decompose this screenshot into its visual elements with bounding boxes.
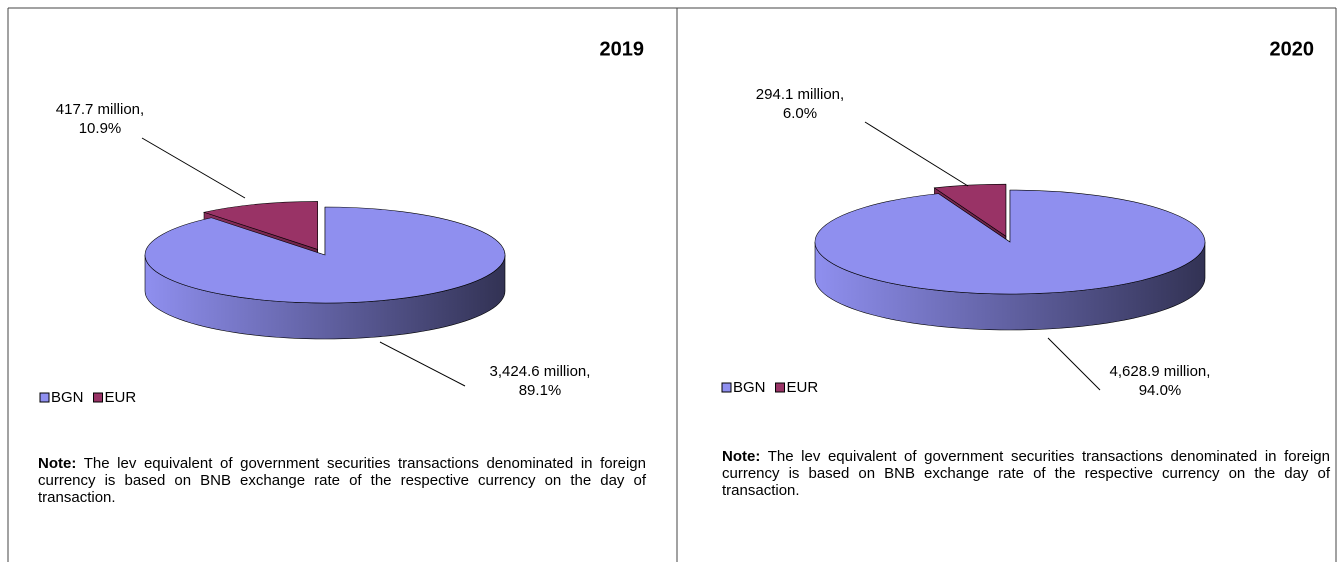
data-label: 6.0% bbox=[783, 105, 817, 122]
slice bbox=[202, 201, 318, 250]
note-text: The lev equivalent of government securit… bbox=[722, 448, 1330, 499]
data-label: 294.1 million, bbox=[756, 86, 844, 103]
data-label: 94.0% bbox=[1139, 382, 1182, 399]
legend-label: BGN bbox=[733, 379, 766, 396]
data-label: 10.9% bbox=[79, 120, 122, 137]
note-label: Note: bbox=[722, 448, 761, 465]
legend-swatch bbox=[39, 392, 50, 403]
legend-swatch bbox=[775, 382, 786, 393]
legend-swatch bbox=[721, 382, 732, 393]
chart-title: 2019 bbox=[600, 38, 645, 60]
slice bbox=[933, 183, 1007, 237]
note-label: Note: bbox=[38, 455, 77, 472]
leader-line bbox=[864, 121, 969, 187]
legend-swatch bbox=[93, 392, 104, 403]
legend-label: BGN bbox=[51, 389, 84, 406]
data-label: 3,424.6 million, bbox=[490, 363, 591, 380]
note: Note: The lev equivalent of government s… bbox=[38, 455, 646, 506]
legend-label: EUR bbox=[787, 379, 819, 396]
chart-title: 2020 bbox=[1270, 38, 1315, 60]
slice bbox=[814, 189, 1206, 295]
data-label: 417.7 million, bbox=[56, 101, 144, 118]
data-label: 4,628.9 million, bbox=[1110, 363, 1211, 380]
note: Note: The lev equivalent of government s… bbox=[722, 448, 1330, 499]
leader-line bbox=[1047, 337, 1101, 391]
leader-line bbox=[379, 341, 466, 387]
legend-label: EUR bbox=[105, 389, 137, 406]
wall-shade bbox=[145, 255, 505, 339]
wall-shade bbox=[815, 242, 1205, 330]
slice bbox=[144, 206, 506, 304]
leader-line bbox=[141, 137, 246, 199]
data-label: 89.1% bbox=[519, 382, 562, 399]
note-text: The lev equivalent of government securit… bbox=[38, 455, 646, 506]
